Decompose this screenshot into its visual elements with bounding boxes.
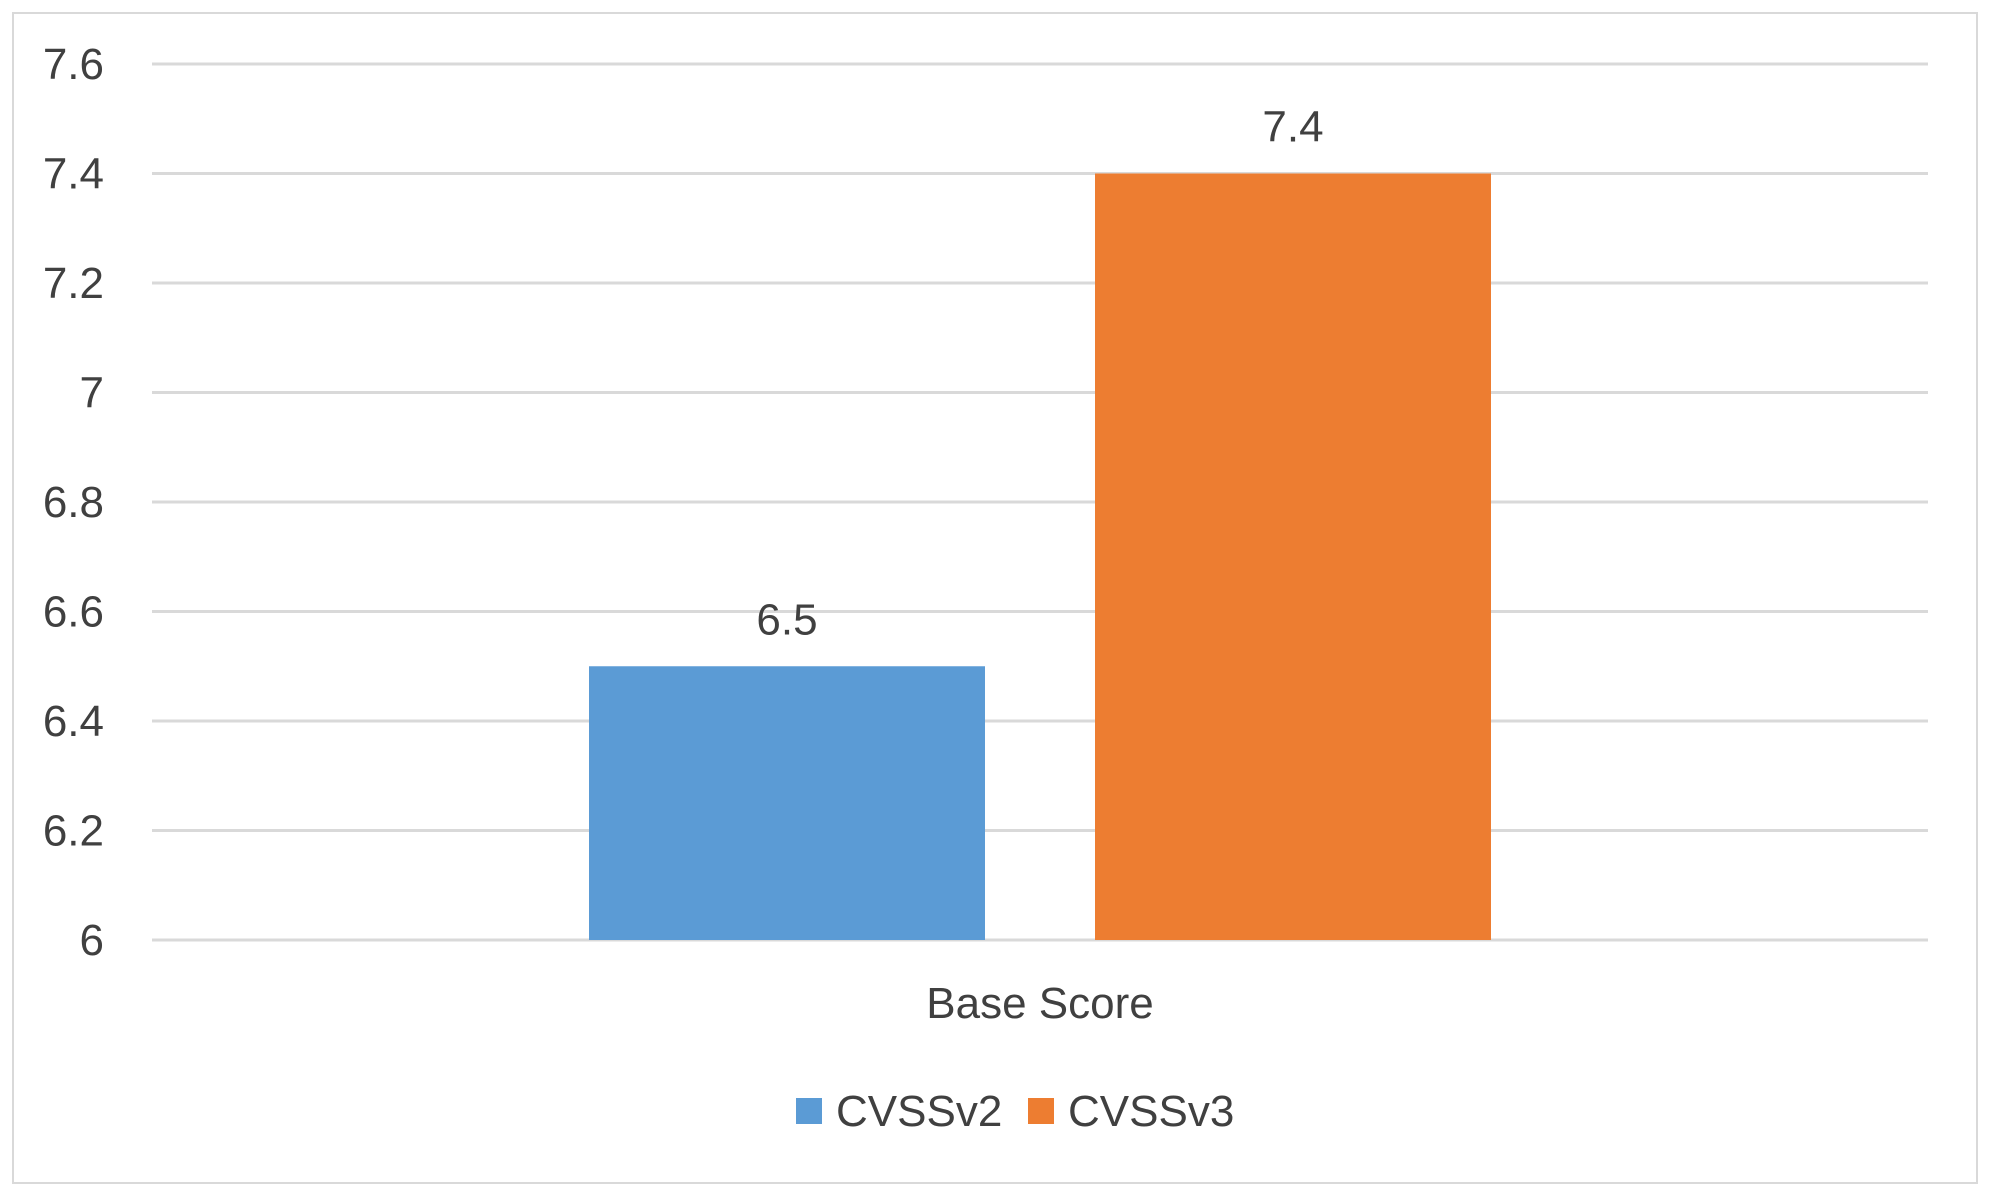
y-tick-label: 7: [80, 369, 104, 418]
y-tick-label: 7.6: [43, 40, 104, 89]
bars: [589, 173, 1491, 940]
y-tick-label: 6.4: [43, 697, 104, 746]
y-tick-label: 6.8: [43, 478, 104, 527]
legend-swatch-cvssv2: [796, 1098, 822, 1124]
data-label-cvssv2: 6.5: [756, 595, 817, 644]
chart-frame: [12, 12, 1978, 1184]
bar-cvssv2: [589, 666, 985, 940]
category-labels: Base Score: [926, 979, 1153, 1028]
legend-label-cvssv3: CVSSv3: [1068, 1087, 1234, 1136]
legend-swatch-cvssv3: [1028, 1098, 1054, 1124]
y-tick-label: 7.4: [43, 150, 104, 199]
data-labels: 6.5 7.4: [756, 103, 1323, 645]
y-tick-label: 6.2: [43, 807, 104, 856]
y-axis-tick-labels: 6 6.2 6.4 6.6 6.8 7 7.2 7.4 7.6: [43, 40, 104, 965]
y-tick-label: 6.6: [43, 588, 104, 637]
data-label-cvssv3: 7.4: [1262, 103, 1323, 152]
y-tick-label: 6: [80, 916, 104, 965]
category-label: Base Score: [926, 979, 1153, 1028]
bar-cvssv3: [1095, 173, 1491, 940]
legend-label-cvssv2: CVSSv2: [836, 1087, 1002, 1136]
legend: CVSSv2 CVSSv3: [796, 1087, 1234, 1136]
gridlines: [152, 62, 1928, 942]
y-tick-label: 7.2: [43, 259, 104, 308]
